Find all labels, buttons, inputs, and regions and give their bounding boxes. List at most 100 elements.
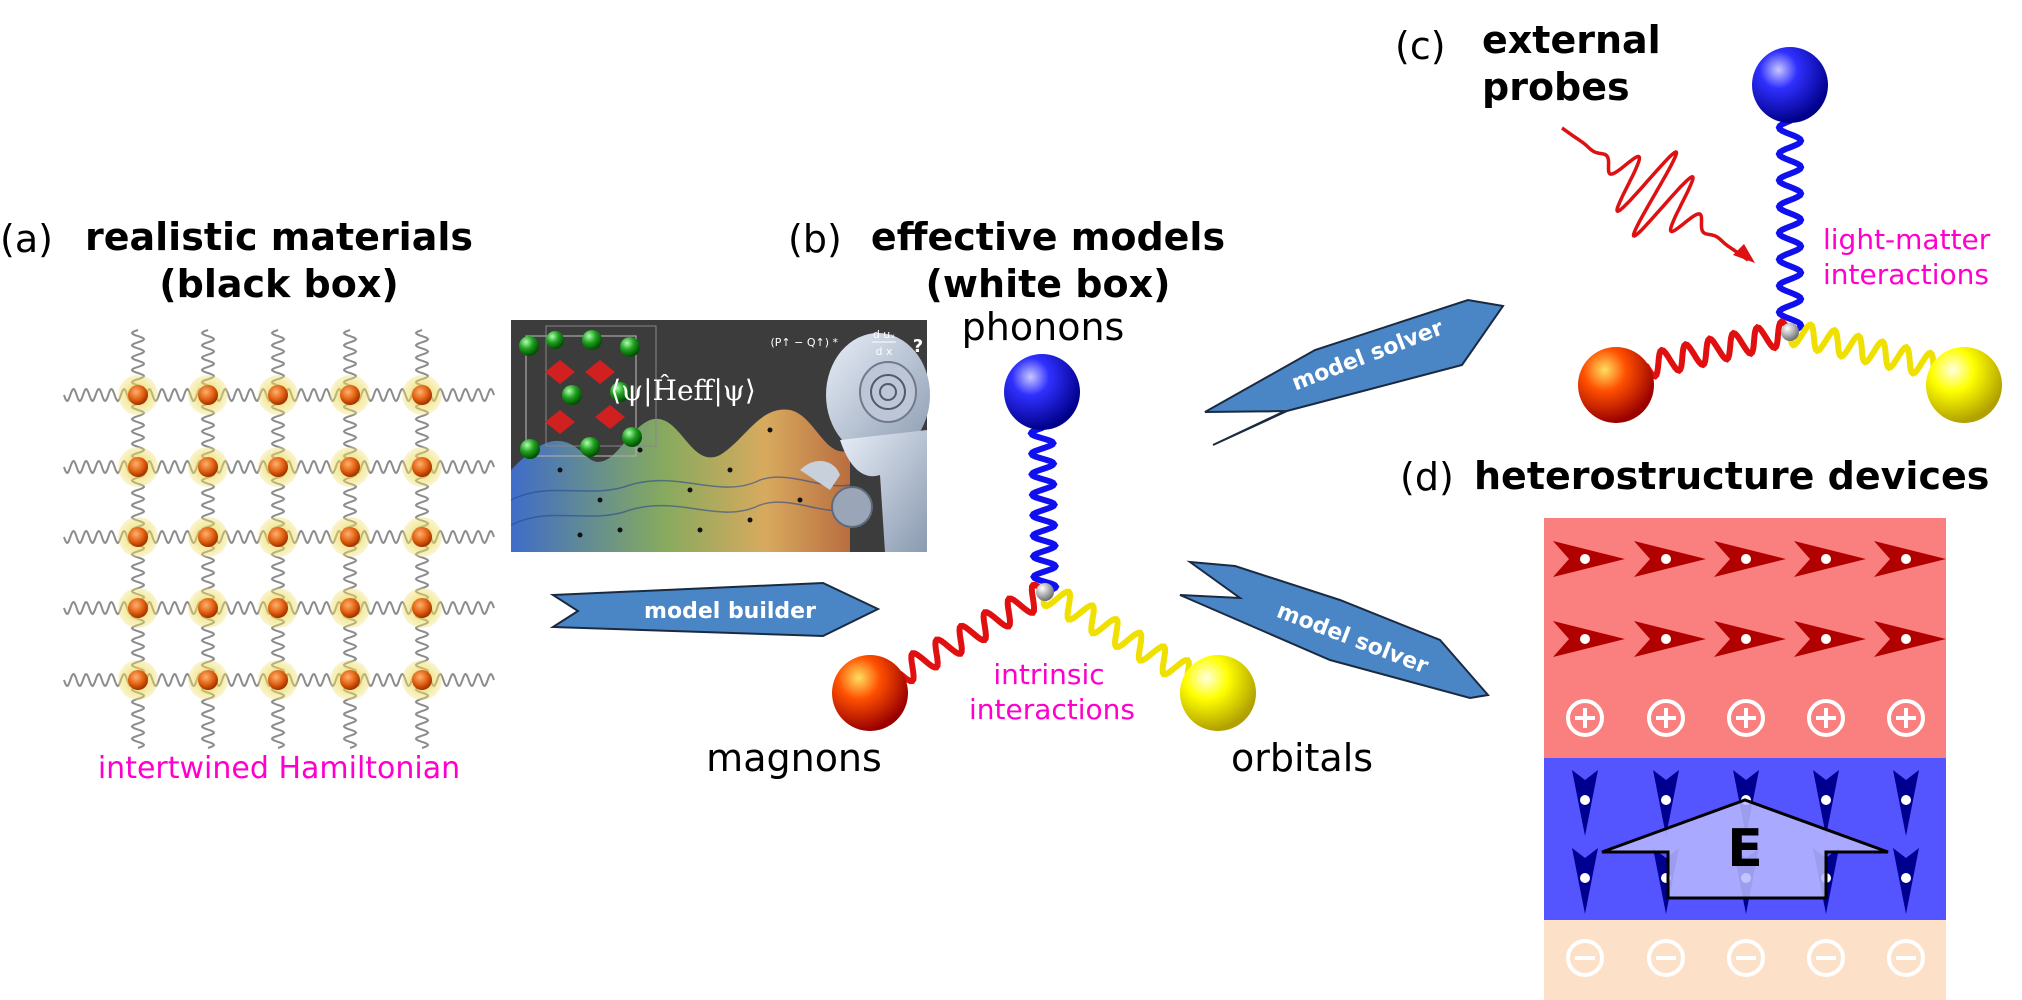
model-builder-arrow: model builder [549,581,881,638]
c-orbital-sphere [1926,347,2002,423]
negative-charge-icon [1887,939,1925,977]
lattice-atom [198,598,218,618]
c-phonon-sphere [1752,47,1828,123]
lattice-atom [340,598,360,618]
dipole-center [1661,634,1671,644]
lattice-atom [412,385,432,405]
lattice-atom [128,527,148,547]
panel-d-label: (d) [1400,455,1454,499]
negative-charge-icon [1566,939,1604,977]
model-solver-upper-arrow: model solver [1204,298,1505,446]
lattice-atom [198,385,218,405]
lattice-atom [412,598,432,618]
panel-a-caption: intertwined Hamiltonian [97,751,461,786]
lattice-atom [412,527,432,547]
probe-triad [1578,47,2002,423]
b-orbital-sphere [1180,655,1256,731]
panel-b-title-line2: (white box) [925,262,1171,306]
expectation-value-text: ⟨ψ|Ĥeff|ψ⟩ [610,374,756,407]
intrinsic-interactions-line1: intrinsic [993,658,1105,691]
panel-c-title-line2: probes [1482,65,1630,109]
lattice-atom [198,670,218,690]
dipole-center [1580,554,1590,564]
dipole-center [1821,634,1831,644]
lattice-atom [412,670,432,690]
lattice-atom [412,457,432,477]
b-magnon-spring [897,581,1048,685]
formula-numerator-text: d uₓ [873,328,895,341]
intrinsic-interactions-line2: interactions [968,693,1136,726]
lattice-atom [340,670,360,690]
positive-charge-icon [1566,699,1604,737]
b-phonon-spring [1027,425,1060,595]
effective-model-triad [832,354,1256,731]
lattice-atom [268,385,288,405]
dipole-center [1580,634,1590,644]
spin-center [1901,873,1911,883]
lattice-atom [128,670,148,690]
spin-center [1580,795,1590,805]
c-magnon-sphere [1578,347,1654,423]
spin-center [1821,795,1831,805]
lattice-atom [268,670,288,690]
panel-a-title-line2: (black box) [159,262,399,306]
lattice-atom [268,598,288,618]
dipole-center [1821,554,1831,564]
dipole-center [1661,554,1671,564]
magnons-label: magnons [706,736,882,780]
dipole-center [1901,634,1911,644]
panel-a-label: (a) [0,217,53,261]
ai-hamiltonian-image: ⟨ψ|Ĥeff|ψ⟩ (P↑ − Q↑) * d uₓ d x ? [510,320,930,552]
positive-charge-icon [1807,699,1845,737]
panel-c-label: (c) [1395,24,1446,68]
c-orbital-spring [1787,321,1937,377]
electric-field-label: E [1727,819,1763,879]
phonons-label: phonons [961,305,1125,349]
lattice-atom [198,457,218,477]
b-center-node [1036,583,1054,601]
negative-charge-icon [1647,939,1685,977]
lattice-graphic [63,329,495,749]
spin-center [1580,873,1590,883]
b-magnon-sphere [832,655,908,731]
lattice-atom [268,527,288,547]
lattice-atom [128,598,148,618]
light-wave-icon [1561,126,1755,263]
panel-b-title-line1: effective models [870,215,1226,259]
b-orbital-spring [1040,588,1192,678]
negative-charge-icon [1807,939,1845,977]
lattice-atom [128,385,148,405]
spin-center [1901,795,1911,805]
panel-a-title-line1: realistic materials [85,215,473,259]
lattice-atom [340,527,360,547]
c-magnon-spring [1643,318,1793,380]
panel-d-title: heterostructure devices [1474,454,1990,498]
lattice-atom [128,457,148,477]
positive-charge-icon [1727,699,1765,737]
positive-charge-icon [1647,699,1685,737]
spin-center [1661,795,1671,805]
electric-field-arrow [1601,798,1889,900]
c-phonon-spring [1775,118,1805,335]
negative-charge-icon [1727,939,1765,977]
c-center-node [1781,323,1799,341]
lattice-atom [340,385,360,405]
light-matter-interactions-line2: interactions [1823,258,1990,291]
positive-charge-icon [1887,699,1925,737]
model-builder-text: model builder [644,599,816,624]
orbitals-label: orbitals [1230,736,1374,780]
b-phonon-sphere [1004,354,1080,430]
light-matter-interactions-line1: light-matter [1823,223,1991,256]
heterostructure-device: E [1544,518,1946,1000]
dipole-center [1741,634,1751,644]
lattice-atom [268,457,288,477]
lattice-atom [340,457,360,477]
lattice-atom [198,527,218,547]
formula-question-mark: ? [913,336,923,357]
formula-left-text: (P↑ − Q↑) * [770,336,838,349]
dipole-center [1901,554,1911,564]
formula-denominator-text: d x [876,345,893,358]
panel-b-label: (b) [788,217,842,261]
dipole-center [1741,554,1751,564]
